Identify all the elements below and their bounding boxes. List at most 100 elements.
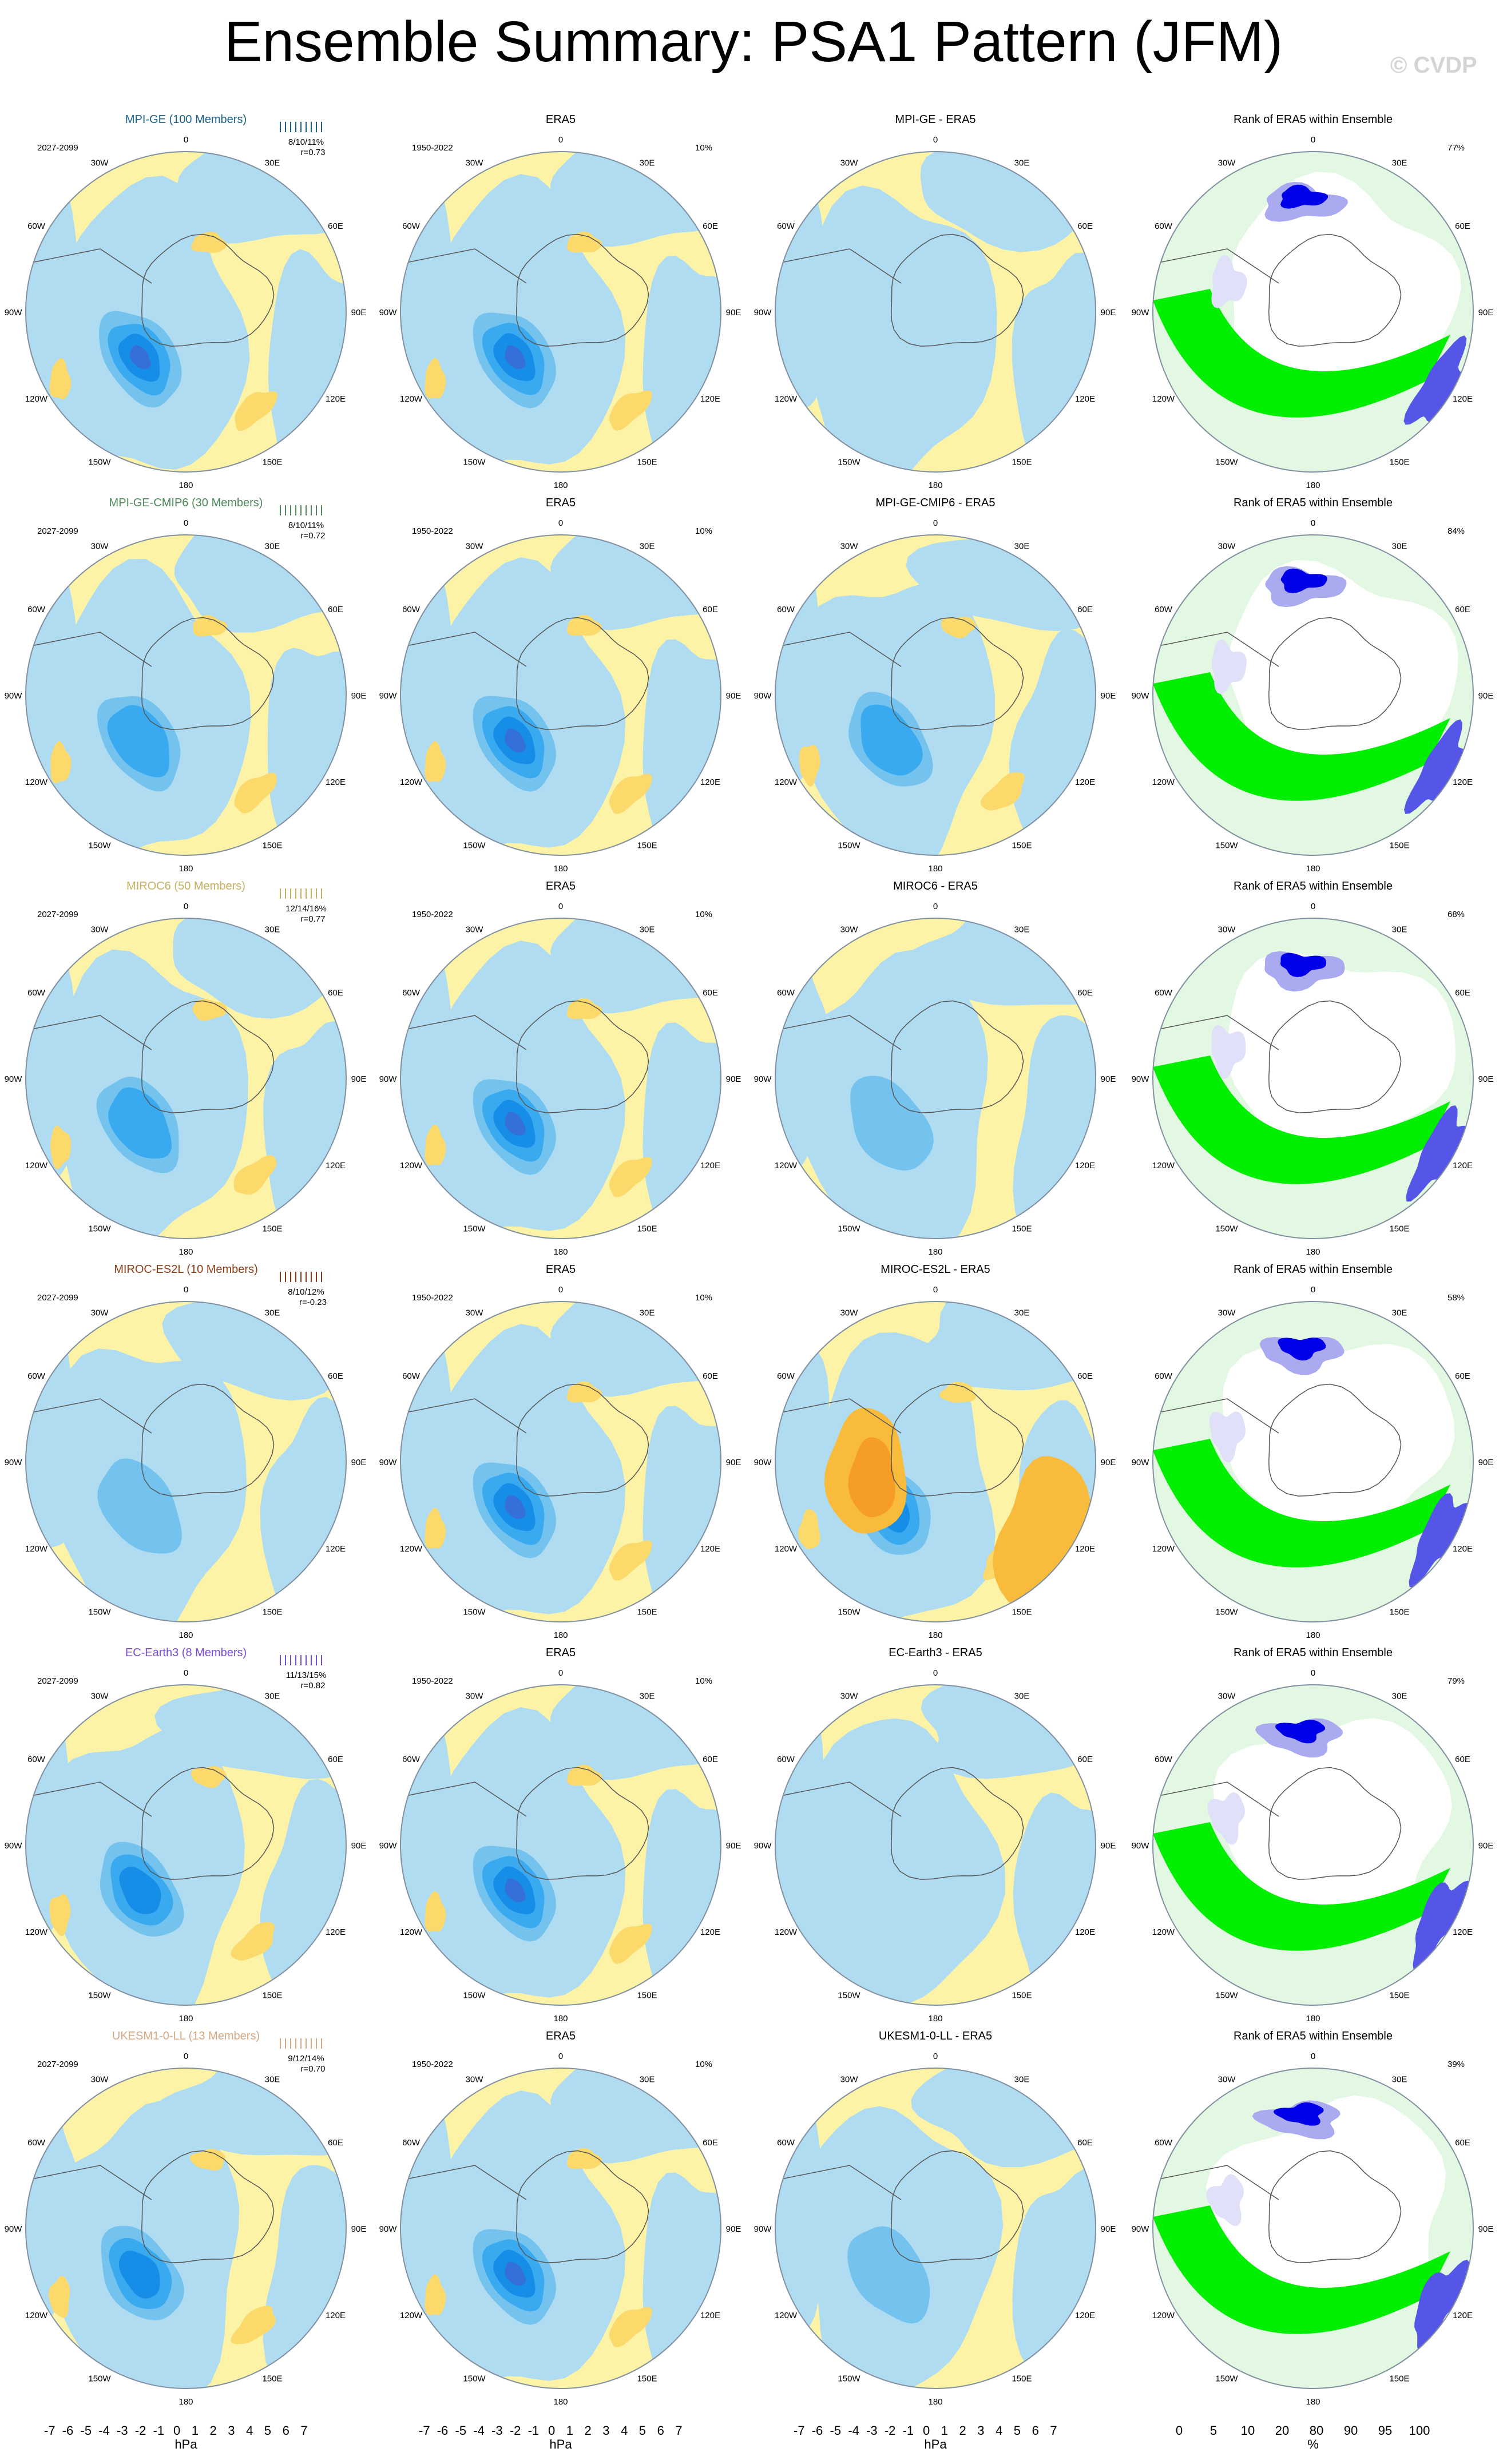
longitude-label: 0 [933, 1668, 938, 1678]
negative-anomaly-region [263, 1021, 346, 1239]
longitude-label: 180 [1306, 2397, 1320, 2407]
longitude-label: 0 [1311, 135, 1315, 145]
longitude-label: 30W [840, 925, 859, 935]
longitude-label: 60E [1455, 988, 1470, 998]
longitude-label: 120E [700, 2311, 720, 2320]
longitude-label: 60W [777, 2138, 795, 2148]
map-boundary [775, 1301, 1096, 1622]
longitude-label: 0 [1311, 518, 1315, 528]
colorbar-tick-label: -6 [437, 2423, 449, 2438]
high-pressure-core [425, 358, 446, 399]
low-pressure-core [119, 1866, 161, 1914]
map-boundary [1152, 151, 1474, 473]
map-boundary [1152, 1301, 1474, 1622]
longitude-label: 120W [400, 1927, 423, 1937]
map-panel-era5-4: 0 30E 60E 90E 120E 150E 180 150W 120W 90W 60W 30W [379, 1285, 741, 1640]
longitude-label: 150E [262, 2374, 282, 2384]
longitude-label: 150W [88, 2374, 111, 2384]
longitude-label: 120E [1453, 1161, 1473, 1171]
colorbar-tick-label: 5 [264, 2423, 271, 2438]
panel-title-difference: MIROC6 - ERA5 [893, 880, 978, 892]
panel-title-difference: EC-Earth3 - ERA5 [889, 1646, 982, 1659]
longitude-label: 150E [262, 458, 282, 467]
longitude-label: 90W [5, 2224, 23, 2234]
longitude-label: 90W [5, 308, 23, 318]
map-panel-diff-4: 0 30E 60E 90E 120E 150E 180 150W 120W 90W 60W 30W [754, 1285, 1116, 1640]
longitude-label: 90W [5, 691, 23, 701]
longitude-label: 120W [25, 1161, 48, 1171]
colorbar-tick-label: 0 [923, 2423, 930, 2438]
longitude-label: 30E [640, 1692, 655, 1701]
longitude-label: 0 [184, 902, 188, 911]
longitude-label: 150W [838, 1608, 860, 1617]
longitude-label: 90W [5, 1841, 23, 1851]
longitude-label: 120E [1075, 1927, 1095, 1937]
longitude-label: 150E [637, 458, 657, 467]
longitude-label: 90E [1101, 691, 1116, 701]
high-pressure-core [425, 1124, 446, 1165]
map-panel-diff-6: 0 30E 60E 90E 120E 150E 180 150W 120W 90W 60W 30W [754, 2052, 1116, 2407]
longitude-label: 90E [1101, 1458, 1116, 1467]
longitude-label: 90W [379, 1074, 398, 1084]
antarctic-peninsula [400, 1781, 527, 1817]
map-panel-diff-5: 0 30E 60E 90E 120E 150E 180 150W 120W 90W 60W 30W [754, 1668, 1116, 2023]
colorbar-tick-label: -2 [885, 2423, 896, 2438]
panel-title-rank: Rank of ERA5 within Ensemble [1234, 497, 1393, 509]
rank-percent-label: 77% [1447, 143, 1465, 153]
map-boundary [775, 1684, 1096, 2006]
period-label: 2027-2099 [37, 2060, 78, 2069]
rank-region-low [1278, 1338, 1326, 1361]
longitude-label: 150E [262, 841, 282, 851]
panel-title-model: EC-Earth3 (8 Members) [125, 1646, 247, 1659]
period-label: 2027-2099 [37, 526, 78, 536]
map-panel-diff-2: 0 30E 60E 90E 120E 150E 180 150W 120W 90W 60W 30W [754, 518, 1116, 874]
longitude-label: 30E [1014, 542, 1030, 551]
antarctic-peninsula [26, 2165, 152, 2200]
negative-anomaly-region [643, 1406, 721, 1622]
longitude-label: 0 [1311, 1285, 1315, 1295]
map-panel-era5-6: 0 30E 60E 90E 120E 150E 180 150W 120W 90W 60W 30W [379, 2052, 741, 2407]
longitude-label: 30W [91, 1692, 109, 1701]
map-panel-rank-3: 0 30E 60E 90E 120E 150E 180 150W 120W 90W 60W 30W [1132, 902, 1494, 1257]
longitude-label: 90E [1478, 691, 1494, 701]
longitude-label: 120E [1453, 2311, 1473, 2320]
map-boundary [1152, 918, 1474, 1239]
longitude-label: 120W [25, 1544, 48, 1554]
low-pressure-core [850, 1076, 934, 1171]
map-boundary [400, 151, 721, 473]
map-panel-model-1: 0 30E 60E 90E 120E 150E 180 150W 120W 90W 60W 30W [5, 135, 367, 490]
colorbar-tick-label: 3 [977, 2423, 984, 2438]
map-boundary [775, 918, 1096, 1239]
negative-anomaly-region [177, 152, 346, 244]
colorbar-tick-label: 0 [548, 2423, 555, 2438]
colorbar-tick-label: 5 [639, 2423, 646, 2438]
longitude-label: 150E [637, 1991, 657, 2001]
longitude-label: 30W [91, 542, 109, 551]
longitude-label: 30E [1392, 925, 1407, 935]
high-pressure-core [609, 1540, 652, 1581]
longitude-label: 150W [463, 458, 486, 467]
colorbar-tick-label: -1 [528, 2423, 540, 2438]
colorbar-tick-label: 7 [1050, 2423, 1057, 2438]
longitude-label: 90E [1478, 308, 1494, 318]
longitude-label: 120W [1152, 1161, 1175, 1171]
colorbar-rank: 0 5 10 20 80 90 95 100% [1176, 2423, 1430, 2451]
rank-percent-label: 68% [1447, 910, 1465, 919]
longitude-label: 90W [754, 1074, 772, 1084]
longitude-label: 120E [326, 777, 346, 787]
low-pressure-core [505, 1878, 526, 1903]
longitude-label: 150W [88, 1224, 111, 1234]
colorbar-tick-label: -2 [135, 2423, 146, 2438]
colorbar-tick-label: 2 [584, 2423, 591, 2438]
map-boundary [775, 151, 1096, 473]
colorbar-tick-label: 4 [996, 2423, 1002, 2438]
period-label: 1950-2022 [412, 2060, 453, 2069]
longitude-label: 180 [553, 1247, 568, 1257]
antarctica-coastline [516, 1383, 649, 1497]
antarctica-coastline [516, 1767, 649, 1880]
map-boundary [1152, 2068, 1474, 2389]
panel-title-model: MIROC-ES2L (10 Members) [114, 1263, 258, 1276]
longitude-label: 0 [558, 518, 563, 528]
longitude-label: 120E [1453, 1544, 1473, 1554]
